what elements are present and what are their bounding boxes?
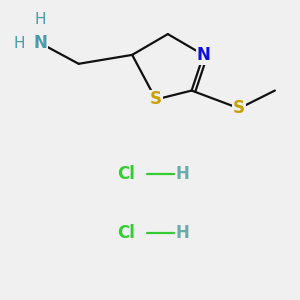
Text: H: H <box>176 224 190 242</box>
Text: N: N <box>196 46 210 64</box>
Text: N: N <box>33 34 47 52</box>
Text: H: H <box>176 165 190 183</box>
Text: S: S <box>150 91 162 109</box>
Text: H: H <box>14 35 25 50</box>
Text: S: S <box>233 99 245 117</box>
Text: Cl: Cl <box>117 224 135 242</box>
Text: H: H <box>34 12 46 27</box>
Text: Cl: Cl <box>117 165 135 183</box>
